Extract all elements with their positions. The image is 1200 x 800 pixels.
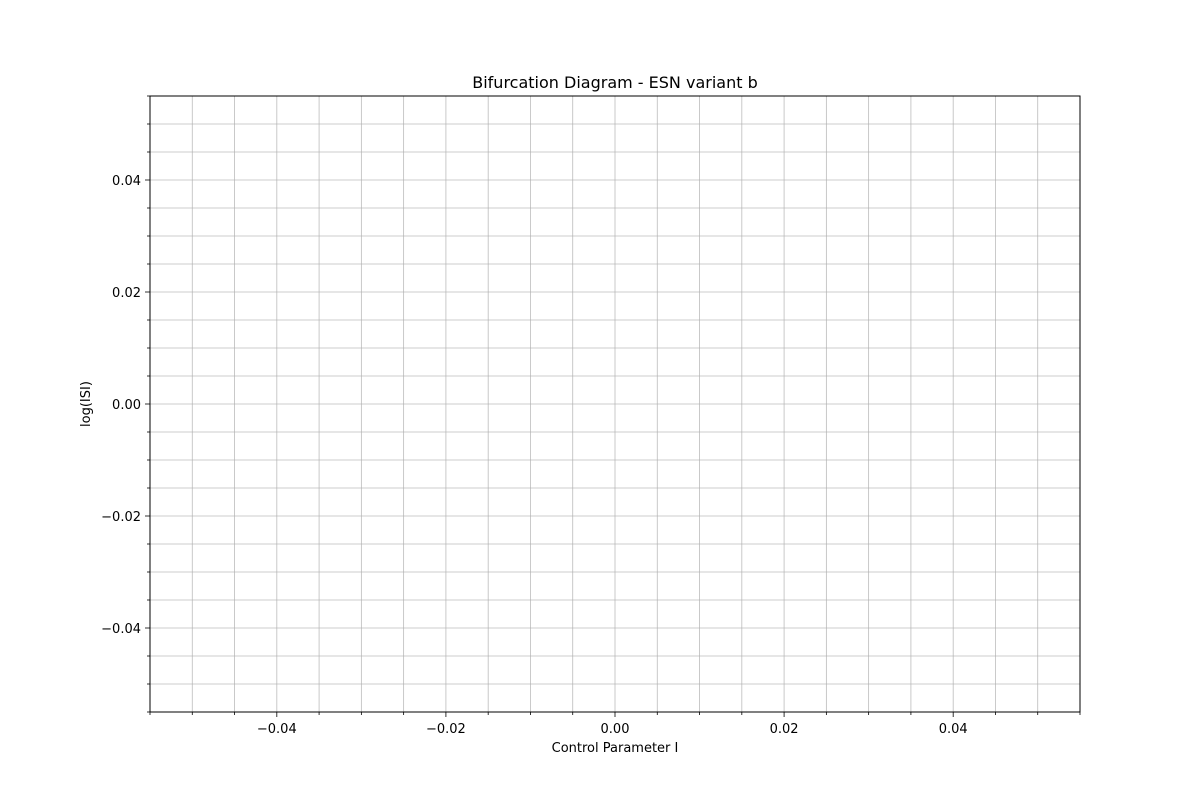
x-axis-label: Control Parameter I bbox=[552, 741, 679, 756]
y-axis-label: log(ISI) bbox=[79, 381, 94, 427]
y-tick-label: 0.04 bbox=[112, 174, 141, 189]
y-tick-label: 0.00 bbox=[112, 398, 141, 413]
y-tick-label: −0.04 bbox=[101, 622, 141, 637]
grid bbox=[149, 95, 1081, 713]
x-tick-label: 0.00 bbox=[601, 722, 630, 737]
x-tick-label: −0.04 bbox=[257, 722, 297, 737]
y-axis: −0.04 −0.02 0.00 0.02 0.04 log(ISI) bbox=[79, 95, 150, 713]
x-axis: −0.04 −0.02 0.00 0.02 0.04 Control Parameter… bbox=[149, 712, 1081, 756]
x-tick-label: −0.02 bbox=[426, 722, 466, 737]
y-tick-label: −0.02 bbox=[101, 510, 141, 525]
x-ticks bbox=[149, 712, 1081, 717]
x-tick-labels: −0.04 −0.02 0.00 0.02 0.04 bbox=[257, 722, 968, 737]
y-tick-labels: −0.04 −0.02 0.00 0.02 0.04 bbox=[101, 174, 141, 637]
x-tick-label: 0.02 bbox=[770, 722, 799, 737]
x-tick-label: 0.04 bbox=[939, 722, 968, 737]
y-tick-label: 0.02 bbox=[112, 286, 141, 301]
y-ticks bbox=[145, 95, 150, 713]
chart-title: Bifurcation Diagram - ESN variant b bbox=[472, 73, 757, 92]
plot-area bbox=[149, 95, 1081, 713]
